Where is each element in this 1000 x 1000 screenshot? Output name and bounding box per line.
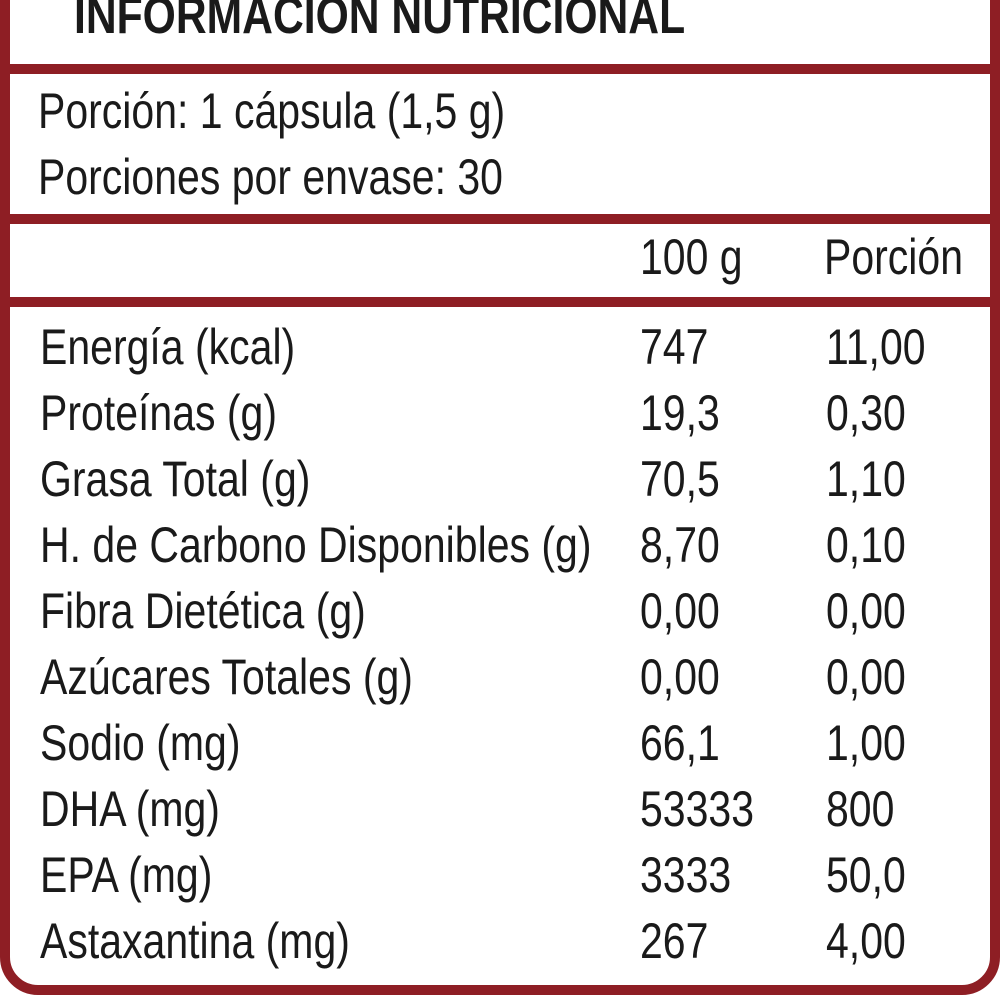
divider-header [0,297,1000,307]
value-100g: 3333 [640,847,732,903]
value-portion: 50,0 [826,847,906,903]
servings-per-container: Porciones por envase: 30 [38,149,503,205]
divider-top [0,64,1000,74]
value-100g: 70,5 [640,451,720,507]
value-100g: 267 [640,913,709,969]
table-row: Sodio (mg) 66,1 1,00 [0,714,1000,780]
value-portion: 1,10 [826,451,906,507]
table-row: EPA (mg) 3333 50,0 [0,846,1000,912]
value-portion: 4,00 [826,913,906,969]
nutrient-name: Fibra Dietética (g) [40,583,366,639]
nutrient-name: DHA (mg) [40,781,220,837]
table-row: Energía (kcal) 747 11,00 [0,318,1000,384]
value-portion: 11,00 [826,319,926,375]
table-row: Fibra Dietética (g) 0,00 0,00 [0,582,1000,648]
value-100g: 53333 [640,781,755,837]
value-portion: 0,30 [826,385,906,441]
table-row: Grasa Total (g) 70,5 1,10 [0,450,1000,516]
value-portion: 0,00 [826,583,906,639]
value-portion: 0,10 [826,517,906,573]
label-title: INFORMACIÓN NUTRICIONAL [74,0,686,45]
value-portion: 0,00 [826,649,906,705]
nutrient-name: EPA (mg) [40,847,213,903]
serving-size: Porción: 1 cápsula (1,5 g) [38,83,506,139]
value-100g: 8,70 [640,517,720,573]
table-row: DHA (mg) 53333 800 [0,780,1000,846]
value-100g: 66,1 [640,715,720,771]
table-row: Astaxantina (mg) 267 4,00 [0,912,1000,978]
table-row: Proteínas (g) 19,3 0,30 [0,384,1000,450]
divider-serving [0,214,1000,224]
value-100g: 747 [640,319,709,375]
nutrient-name: Sodio (mg) [40,715,241,771]
value-100g: 0,00 [640,583,720,639]
column-header-portion: Porción [824,229,964,285]
column-header-100g: 100 g [640,229,743,285]
nutrient-name: Proteínas (g) [40,385,277,441]
table-row: Azúcares Totales (g) 0,00 0,00 [0,648,1000,714]
nutrient-name: Energía (kcal) [40,319,296,375]
value-portion: 800 [826,781,895,837]
value-portion: 1,00 [826,715,906,771]
table-row: H. de Carbono Disponibles (g) 8,70 0,10 [0,516,1000,582]
value-100g: 0,00 [640,649,720,705]
nutrient-name: H. de Carbono Disponibles (g) [40,517,592,573]
nutrient-name: Astaxantina (mg) [40,913,350,969]
nutrient-name: Grasa Total (g) [40,451,311,507]
value-100g: 19,3 [640,385,720,441]
nutrient-name: Azúcares Totales (g) [40,649,413,705]
